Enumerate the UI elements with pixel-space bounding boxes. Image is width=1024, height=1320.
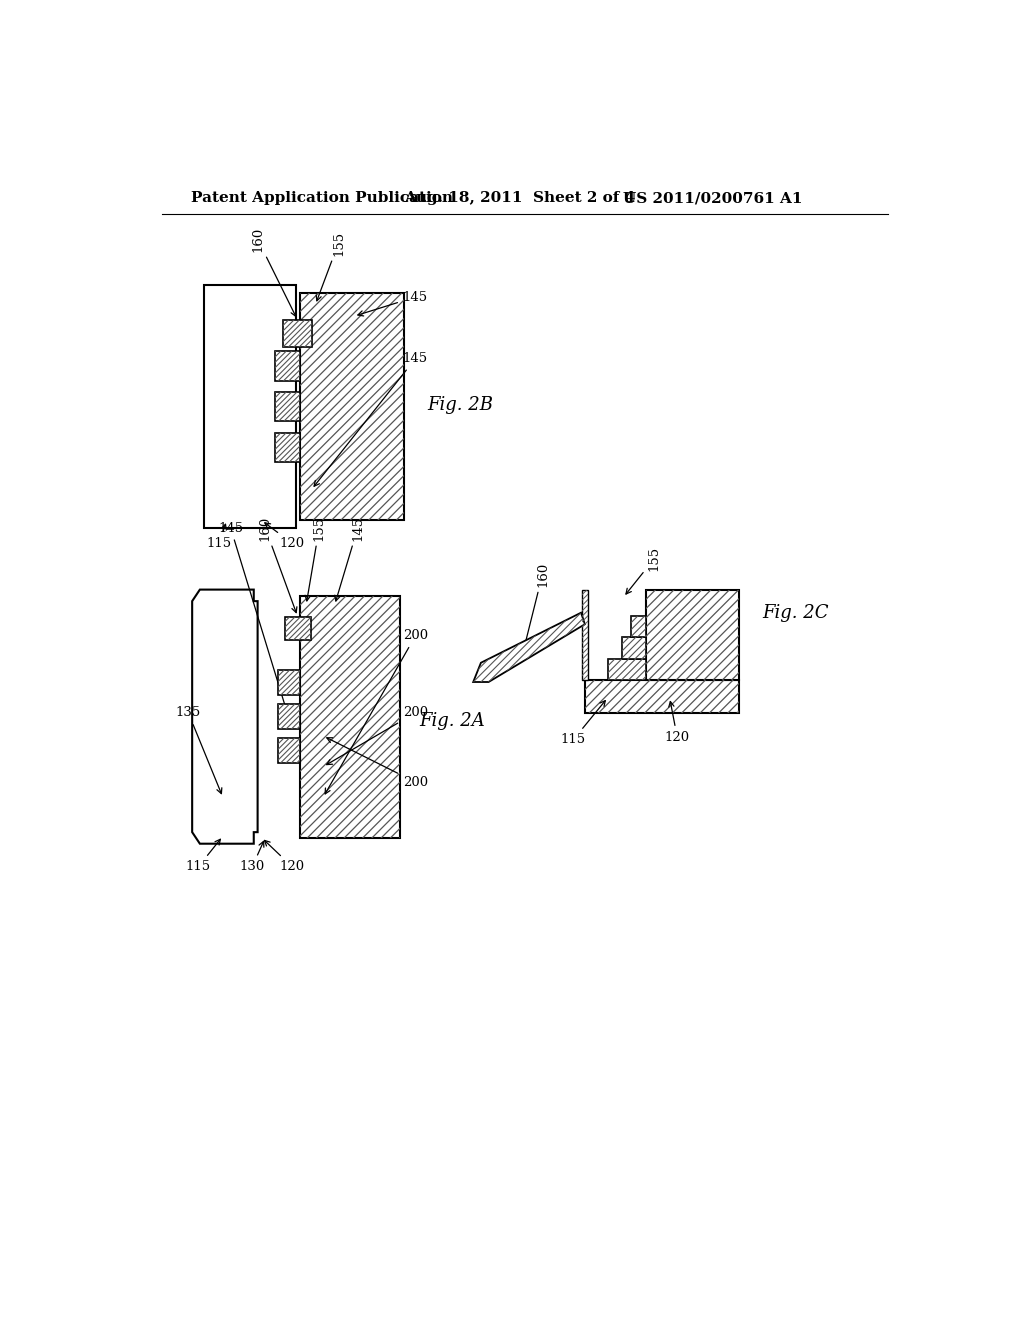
- Text: 115: 115: [561, 701, 605, 746]
- Polygon shape: [279, 671, 300, 696]
- Text: 120: 120: [265, 523, 305, 550]
- Text: Aug. 18, 2011  Sheet 2 of 4: Aug. 18, 2011 Sheet 2 of 4: [403, 191, 635, 206]
- Polygon shape: [275, 351, 300, 380]
- Polygon shape: [279, 705, 300, 729]
- Text: 155: 155: [626, 546, 660, 594]
- Polygon shape: [608, 659, 646, 681]
- Text: 155: 155: [316, 231, 345, 301]
- Text: 115: 115: [207, 524, 231, 550]
- Text: 130: 130: [240, 841, 265, 874]
- Polygon shape: [275, 433, 300, 462]
- Polygon shape: [473, 612, 585, 682]
- Text: 160: 160: [519, 561, 549, 663]
- Text: 200: 200: [326, 630, 428, 793]
- Text: Fig. 2C: Fig. 2C: [762, 603, 828, 622]
- Text: 145: 145: [314, 352, 428, 486]
- Polygon shape: [275, 392, 300, 421]
- Polygon shape: [193, 590, 258, 843]
- Polygon shape: [646, 590, 739, 681]
- Text: 200: 200: [327, 738, 428, 788]
- Text: 160: 160: [251, 227, 296, 317]
- Text: 200: 200: [327, 706, 428, 764]
- Polygon shape: [285, 616, 310, 640]
- Polygon shape: [279, 738, 300, 763]
- Text: 155: 155: [305, 515, 326, 601]
- Text: 145: 145: [357, 290, 428, 315]
- Text: 120: 120: [665, 701, 690, 744]
- Polygon shape: [204, 285, 296, 528]
- Polygon shape: [300, 293, 403, 520]
- Text: 115: 115: [185, 840, 220, 874]
- Polygon shape: [622, 638, 646, 659]
- Text: 145: 145: [218, 521, 288, 713]
- Polygon shape: [585, 681, 739, 713]
- Text: US 2011/0200761 A1: US 2011/0200761 A1: [624, 191, 803, 206]
- Text: 120: 120: [264, 841, 305, 874]
- Polygon shape: [582, 590, 588, 681]
- Text: 160: 160: [259, 515, 297, 612]
- Text: 135: 135: [176, 706, 222, 793]
- Polygon shape: [283, 321, 312, 347]
- Text: Fig. 2B: Fig. 2B: [427, 396, 493, 413]
- Text: 145: 145: [335, 515, 365, 601]
- Text: Fig. 2A: Fig. 2A: [419, 711, 485, 730]
- Text: Patent Application Publication: Patent Application Publication: [190, 191, 453, 206]
- Polygon shape: [300, 595, 400, 838]
- Polygon shape: [631, 615, 646, 638]
